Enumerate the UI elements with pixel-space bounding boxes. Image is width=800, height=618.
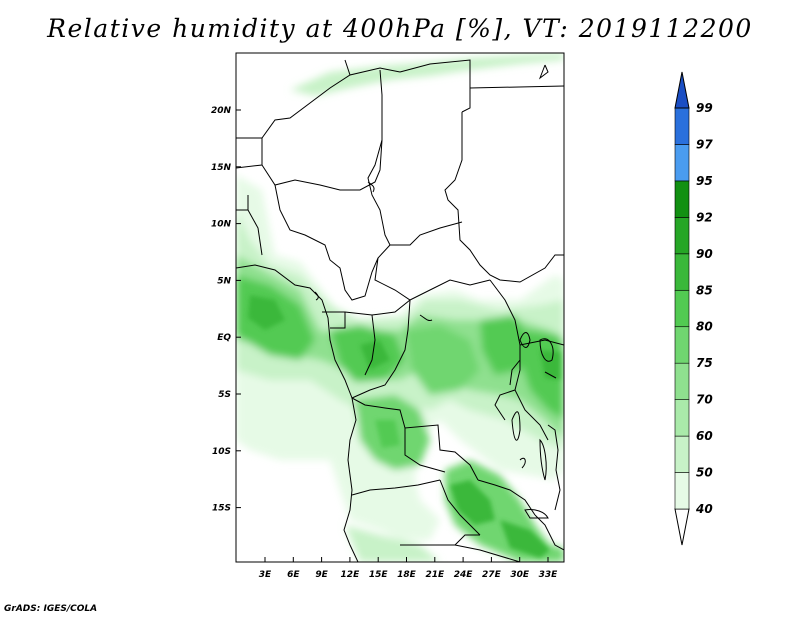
colorbar-level-label: 95 (696, 174, 713, 188)
colorbar-level-label: 85 (696, 283, 713, 297)
colorbar-segment (675, 144, 689, 180)
colorbar-level-label: 70 (696, 393, 713, 407)
colorbar-low-triangle (675, 509, 689, 545)
lon-tick-label: 12E (341, 570, 361, 580)
lat-tick-label: 5N (217, 276, 231, 286)
lon-tick-label: 24E (454, 570, 474, 580)
colorbar-segment (675, 290, 689, 326)
colorbar-segment (675, 327, 689, 363)
lon-tick-label: 15E (369, 570, 389, 580)
colorbar-segment (675, 217, 689, 253)
colorbar-segment (675, 254, 689, 290)
lat-tick-label: 5S (218, 390, 231, 400)
lon-tick-label: 6E (287, 570, 300, 580)
colorbar-level-label: 80 (696, 320, 713, 334)
colorbar-level-label: 92 (696, 210, 713, 224)
colorbar-segment (675, 108, 689, 144)
colorbar-level-label: 60 (696, 429, 713, 443)
colorbar-level-label: 90 (696, 247, 713, 261)
colorbar-segment (675, 363, 689, 399)
lat-tick-label: 10S (212, 447, 231, 457)
lon-tick-label: 9E (315, 570, 328, 580)
lon-tick-label: 3E (259, 570, 272, 580)
colorbar: 40 50 60 70 75 80 85 90 92 95 97 99 (675, 72, 713, 545)
colorbar-segment (675, 400, 689, 436)
lat-tick-label: EQ (217, 333, 231, 343)
lon-tick-label: 18E (397, 570, 417, 580)
colorbar-segment (675, 436, 689, 472)
lon-tick-label: 33E (539, 570, 559, 580)
lat-tick-label: 20N (211, 106, 232, 116)
lon-tick-label: 30E (510, 570, 530, 580)
colorbar-high-triangle (675, 72, 689, 108)
grads-credit: GrADS: IGES/COLA (4, 604, 97, 614)
colorbar-segment (675, 181, 689, 217)
colorbar-level-label: 97 (696, 137, 713, 151)
colorbar-segment (675, 473, 689, 509)
lat-tick-label: 15S (212, 504, 231, 514)
lon-tick-label: 27E (482, 570, 502, 580)
lat-tick-label: 15N (211, 163, 232, 173)
colorbar-level-label: 50 (696, 466, 713, 480)
lon-tick-label: 21E (425, 570, 445, 580)
colorbar-level-label: 99 (696, 101, 713, 115)
lat-tick-label: 10N (211, 220, 232, 230)
colorbar-level-label: 40 (695, 502, 713, 516)
colorbar-level-label: 75 (696, 356, 713, 370)
